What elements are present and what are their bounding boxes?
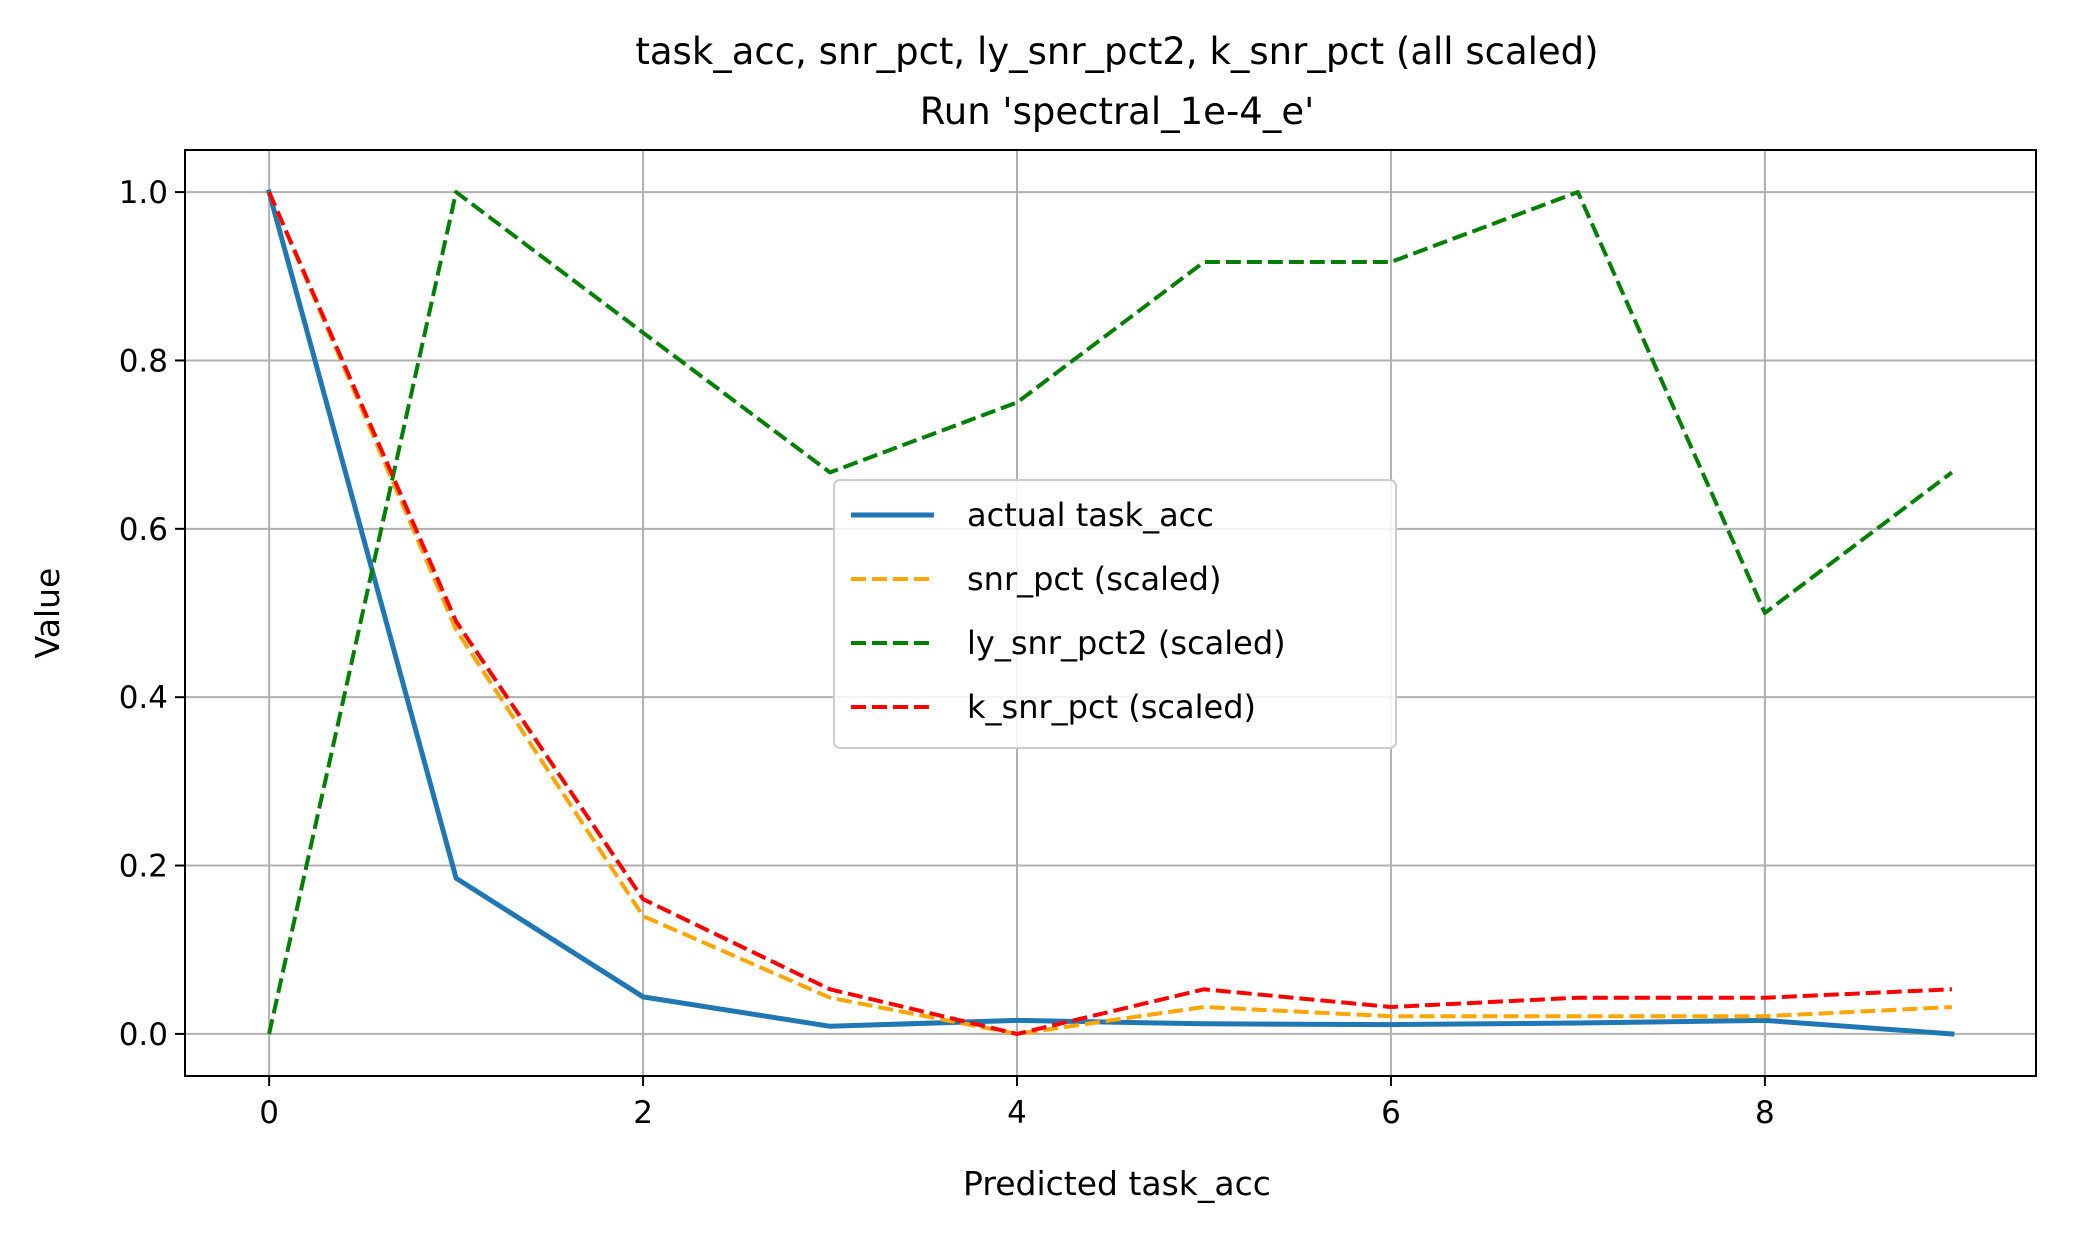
series-line-3 xyxy=(267,190,1954,1035)
chart-title: task_acc, snr_pct, ly_snr_pct2, k_snr_pc… xyxy=(635,30,1598,73)
y-tick-label: 0.2 xyxy=(119,849,168,885)
y-tick-label: 0.4 xyxy=(119,680,168,716)
y-tick-label: 0.6 xyxy=(119,512,168,548)
x-tick-label: 6 xyxy=(1381,1095,1401,1131)
chart-subtitle: Run 'spectral_1e-4_e' xyxy=(920,90,1315,133)
series-layer xyxy=(266,189,1955,1037)
y-tick-label: 1.0 xyxy=(119,175,168,211)
legend-label-1: actual task_acc xyxy=(967,496,1214,534)
legend-box xyxy=(833,479,1397,749)
legend-label-2: snr_pct (scaled) xyxy=(967,560,1221,598)
series-line-2 xyxy=(267,191,1952,1036)
x-tick-label: 2 xyxy=(633,1095,653,1131)
x-tick-label: 4 xyxy=(1007,1095,1027,1131)
x-tick-label: 8 xyxy=(1755,1095,1775,1131)
axes-frame xyxy=(184,149,2037,1077)
y-axis-label: Value xyxy=(28,568,67,659)
y-tick-label: 0.0 xyxy=(119,1017,168,1053)
legend-label-4: k_snr_pct (scaled) xyxy=(967,688,1256,726)
legend-label-3: ly_snr_pct2 (scaled) xyxy=(967,624,1286,662)
x-tick-label: 0 xyxy=(259,1095,279,1131)
series-line-4 xyxy=(267,191,1952,1036)
y-tick-label: 0.8 xyxy=(119,343,168,379)
legend: actual task_acc snr_pct (scaled) ly_snr_pc… xyxy=(833,479,1397,749)
tick-layer: 0 2 4 6 8 0.0 0.2 0.4 0.6 0.8 1.0 xyxy=(119,175,1775,1131)
x-axis-label: Predicted task_acc xyxy=(963,1164,1271,1203)
